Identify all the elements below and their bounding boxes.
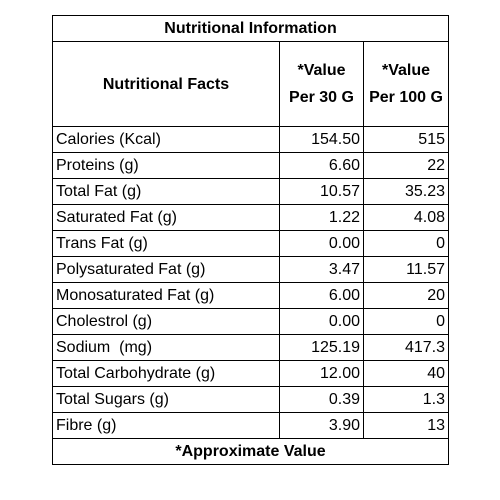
footer-row: *Approximate Value [52, 438, 449, 465]
value-per-100g: 35.23 [363, 178, 449, 205]
value-per-100g: 11.57 [363, 256, 449, 283]
header-value-per-30g: *Value Per 30 G [279, 41, 364, 127]
table-row: Proteins (g) 6.60 22 [52, 152, 449, 179]
value-per-30g: 6.60 [279, 152, 364, 179]
value-per-30g: 0.00 [279, 230, 364, 257]
table-row: Sodium (mg) 125.19 417.3 [52, 334, 449, 361]
value-per-30g: 1.22 [279, 204, 364, 231]
value-per-30g: 12.00 [279, 360, 364, 387]
value-per-100g: 0 [363, 230, 449, 257]
nutrient-name: Total Carbohydrate (g) [52, 360, 280, 387]
value-per-30g: 6.00 [279, 282, 364, 309]
table-row: Calories (Kcal) 154.50 515 [52, 126, 449, 153]
nutrient-name: Calories (Kcal) [52, 126, 280, 153]
table-row: Fibre (g) 3.90 13 [52, 412, 449, 439]
footnote: *Approximate Value [52, 438, 449, 465]
nutrient-name: Total Fat (g) [52, 178, 280, 205]
header-nutritional-facts: Nutritional Facts [52, 41, 280, 127]
nutrient-name: Proteins (g) [52, 152, 280, 179]
table-row: Total Sugars (g) 0.39 1.3 [52, 386, 449, 413]
value-per-100g: 20 [363, 282, 449, 309]
value-per-30g: 3.47 [279, 256, 364, 283]
header-row: Nutritional Facts *Value Per 30 G *Value… [52, 41, 449, 127]
table-row: Trans Fat (g) 0.00 0 [52, 230, 449, 257]
table-row: Total Carbohydrate (g) 12.00 40 [52, 360, 449, 387]
value-per-30g: 0.39 [279, 386, 364, 413]
value-per-30g: 3.90 [279, 412, 364, 439]
value-per-100g: 13 [363, 412, 449, 439]
table-row: Total Fat (g) 10.57 35.23 [52, 178, 449, 205]
nutrient-name: Saturated Fat (g) [52, 204, 280, 231]
value-per-100g: 40 [363, 360, 449, 387]
value-per-100g: 1.3 [363, 386, 449, 413]
title-row: Nutritional Information [52, 15, 449, 42]
nutrient-name: Cholestrol (g) [52, 308, 280, 335]
nutrient-name: Total Sugars (g) [52, 386, 280, 413]
value-per-30g: 154.50 [279, 126, 364, 153]
nutrient-name: Sodium (mg) [52, 334, 280, 361]
value-per-30g: 125.19 [279, 334, 364, 361]
header-value-per-100g: *Value Per 100 G [363, 41, 449, 127]
value-per-100g: 22 [363, 152, 449, 179]
value-per-100g: 417.3 [363, 334, 449, 361]
nutrient-name: Monosaturated Fat (g) [52, 282, 280, 309]
value-per-100g: 0 [363, 308, 449, 335]
table-title: Nutritional Information [52, 15, 449, 42]
nutrient-name: Fibre (g) [52, 412, 280, 439]
table-row: Polysaturated Fat (g) 3.47 11.57 [52, 256, 449, 283]
nutrition-table: Nutritional Information Nutritional Fact… [52, 15, 449, 465]
value-per-100g: 4.08 [363, 204, 449, 231]
nutrient-name: Trans Fat (g) [52, 230, 280, 257]
nutrient-name: Polysaturated Fat (g) [52, 256, 280, 283]
table-row: Monosaturated Fat (g) 6.00 20 [52, 282, 449, 309]
table-row: Saturated Fat (g) 1.22 4.08 [52, 204, 449, 231]
value-per-100g: 515 [363, 126, 449, 153]
table-row: Cholestrol (g) 0.00 0 [52, 308, 449, 335]
value-per-30g: 0.00 [279, 308, 364, 335]
value-per-30g: 10.57 [279, 178, 364, 205]
